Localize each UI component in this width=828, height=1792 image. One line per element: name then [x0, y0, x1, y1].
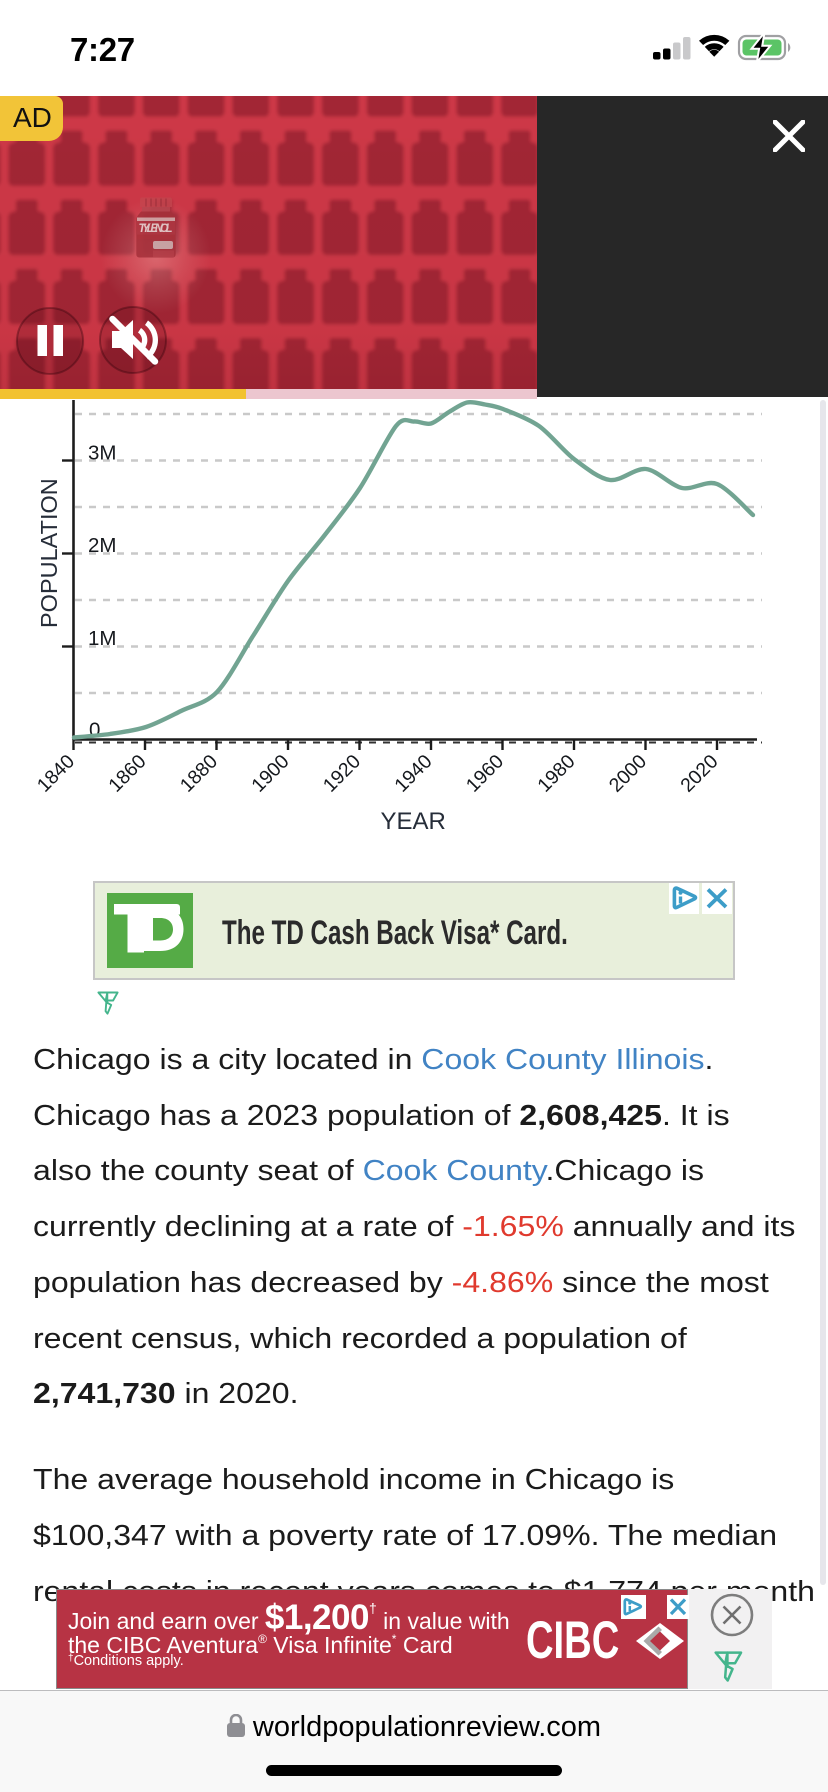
svg-text:0: 0	[89, 719, 100, 742]
svg-text:2020: 2020	[676, 750, 722, 796]
svg-text:1860: 1860	[104, 750, 150, 796]
svg-text:1840: 1840	[33, 750, 79, 796]
svg-text:YEAR: YEAR	[381, 808, 446, 835]
svg-text:1920: 1920	[319, 750, 365, 796]
svg-text:1980: 1980	[533, 750, 579, 796]
svg-text:1940: 1940	[390, 750, 436, 796]
svg-text:POPULATION: POPULATION	[36, 478, 62, 628]
svg-text:1960: 1960	[462, 750, 508, 796]
svg-text:TYLENOL: TYLENOL	[139, 223, 173, 235]
svg-text:2M: 2M	[88, 534, 116, 557]
svg-text:1M: 1M	[88, 627, 116, 650]
svg-text:1880: 1880	[176, 750, 222, 796]
svg-text:2000: 2000	[605, 750, 651, 796]
svg-text:1900: 1900	[247, 750, 293, 796]
svg-text:3M: 3M	[88, 442, 116, 465]
